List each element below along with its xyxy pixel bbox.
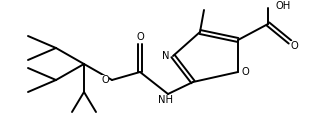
Text: O: O xyxy=(136,32,144,42)
Text: N: N xyxy=(162,51,170,61)
Text: OH: OH xyxy=(276,1,291,11)
Text: NH: NH xyxy=(158,95,174,105)
Text: O: O xyxy=(290,41,298,51)
Text: O: O xyxy=(241,67,249,77)
Text: O: O xyxy=(101,75,109,85)
